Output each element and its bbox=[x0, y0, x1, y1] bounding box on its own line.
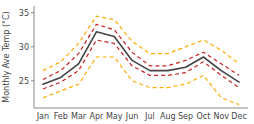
x-axis bbox=[34, 108, 248, 109]
y-axis-label: Monthly Ave Temp (°C) bbox=[2, 11, 11, 102]
plot-area bbox=[43, 16, 239, 104]
chart: 25 30 35 Jan FebMarAprMayJun Jul AugSepOctNovD… bbox=[0, 0, 254, 124]
line bbox=[43, 32, 239, 84]
line bbox=[43, 24, 239, 79]
x-tick-label: Feb bbox=[54, 112, 68, 121]
y-tick-label: 30 bbox=[19, 43, 29, 52]
y-tick bbox=[31, 80, 34, 81]
x-tick-label: Apr bbox=[89, 112, 104, 121]
x-tick-label: Dec bbox=[231, 112, 246, 121]
x-tick-label: Aug bbox=[160, 112, 176, 121]
x-tick-label: May bbox=[106, 112, 123, 121]
x-tick-label: Jun bbox=[125, 112, 139, 121]
y-axis bbox=[34, 6, 35, 108]
x-tick-label: Oct bbox=[196, 112, 210, 121]
y-tick bbox=[31, 46, 34, 47]
chart-container: 25 30 35 Jan FebMarAprMayJun Jul AugSepOctNovD… bbox=[0, 0, 254, 124]
x-tick-label: Sep bbox=[178, 112, 193, 121]
x-tick-label: Jan bbox=[36, 112, 49, 121]
y-tick-label: 25 bbox=[19, 77, 29, 86]
line bbox=[43, 57, 239, 105]
x-tick-label: Mar bbox=[71, 112, 87, 121]
y-tick bbox=[31, 12, 34, 13]
x-tick-label: Nov bbox=[213, 112, 229, 121]
line bbox=[43, 40, 239, 89]
x-tick-label: Jul bbox=[144, 112, 155, 121]
y-tick-label: 35 bbox=[19, 9, 29, 18]
